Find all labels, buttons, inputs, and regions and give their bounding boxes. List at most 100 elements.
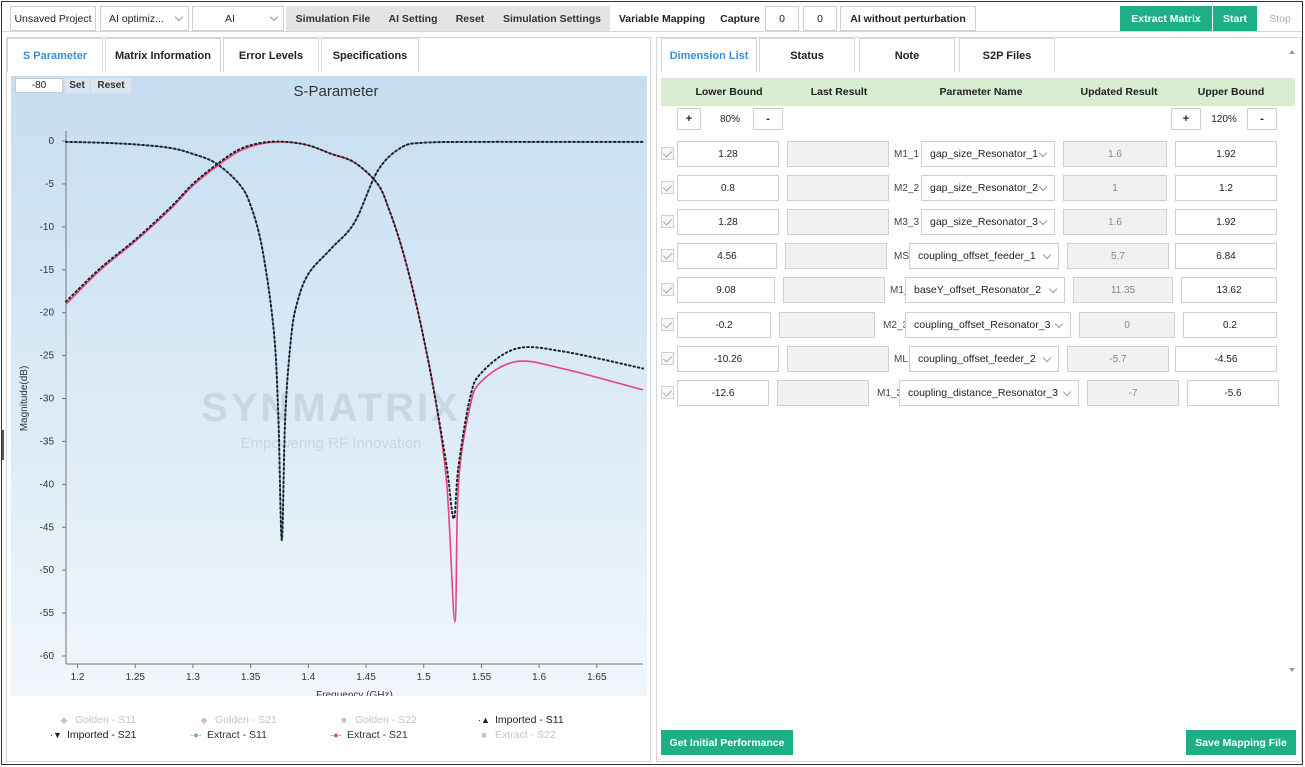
row-checkbox[interactable] xyxy=(661,352,674,365)
parameter-name-value: baseY_offset_Resonator_2 xyxy=(914,284,1042,296)
parameter-name-select[interactable]: gap_size_Resonator_1 xyxy=(921,141,1055,167)
variable-mapping-button[interactable]: Variable Mapping xyxy=(612,6,712,31)
parameter-name-select[interactable]: coupling_distance_Resonator_3 xyxy=(899,380,1079,406)
table-row: 1.28 M3_3 gap_size_Resonator_3 1.6 1.92 xyxy=(657,209,1297,235)
capture-input-a[interactable]: 0 xyxy=(765,6,799,31)
upper-increase-button[interactable]: + xyxy=(1171,108,1201,130)
legend-label: Golden - S21 xyxy=(215,714,277,726)
table-header: Lower Bound Last Result Parameter Name U… xyxy=(661,78,1295,106)
upper-bound-input[interactable]: 1.92 xyxy=(1175,209,1277,235)
engine-select-value: AI xyxy=(225,12,235,25)
row-checkbox[interactable] xyxy=(661,249,674,262)
y-tick-label: -50 xyxy=(40,565,55,576)
lower-bound-input[interactable]: 1.28 xyxy=(677,141,779,167)
splitter-handle[interactable] xyxy=(2,430,4,460)
upper-bound-input[interactable]: 1.92 xyxy=(1175,141,1277,167)
upper-decrease-button[interactable]: - xyxy=(1247,108,1277,130)
reset-button[interactable]: Reset xyxy=(446,6,494,31)
simulation-settings-button[interactable]: Simulation Settings xyxy=(494,6,610,31)
lower-increase-button[interactable]: + xyxy=(677,108,701,130)
parameter-id: M1_2 xyxy=(890,285,916,296)
upper-bound-input[interactable]: 13.62 xyxy=(1181,277,1277,303)
row-checkbox[interactable] xyxy=(661,386,674,399)
tab-s2p-files[interactable]: S2P Files xyxy=(959,38,1055,72)
lower-bound-input[interactable]: -10.26 xyxy=(677,346,779,372)
ai-setting-button[interactable]: AI Setting xyxy=(380,6,446,31)
lower-bound-input[interactable]: 4.56 xyxy=(677,243,777,269)
upper-bound-input[interactable]: -4.56 xyxy=(1175,346,1277,372)
threshold-input[interactable]: -80 xyxy=(15,78,63,93)
lower-bound-input[interactable]: 1.28 xyxy=(677,209,779,235)
capture-input-b[interactable]: 0 xyxy=(803,6,837,31)
lower-bound-input[interactable]: 0.8 xyxy=(677,175,779,201)
parameter-id: M2_3 xyxy=(883,320,909,331)
get-initial-performance-button[interactable]: Get Initial Performance xyxy=(661,730,793,755)
tab-specifications[interactable]: Specifications xyxy=(321,38,419,72)
legend-extract-s22[interactable]: ■ Extract - S22 xyxy=(477,729,556,741)
x-tick-label: 1.5 xyxy=(417,672,431,683)
lower-bound-input[interactable]: -12.6 xyxy=(677,380,769,406)
tab-status[interactable]: Status xyxy=(759,38,855,72)
tab-dimension-list[interactable]: Dimension List xyxy=(661,38,757,72)
extract-matrix-button[interactable]: Extract Matrix xyxy=(1120,6,1212,31)
row-checkbox[interactable] xyxy=(661,215,674,228)
table-row: 4.56 MS coupling_offset_feeder_1 5.7 6.84 xyxy=(657,243,1297,269)
table-row: -0.2 M2_3 coupling_offset_Resonator_3 0 0.2 xyxy=(657,312,1297,338)
watermark-tagline: Empowering RF Innovation xyxy=(241,435,422,452)
ai-perturbation-toggle[interactable]: AI without perturbation xyxy=(840,6,976,31)
start-button[interactable]: Start xyxy=(1213,6,1257,31)
parameter-name-select[interactable]: coupling_offset_feeder_1 xyxy=(909,243,1059,269)
table-row: -10.26 ML coupling_offset_feeder_2 -5.7 -4.5… xyxy=(657,346,1297,372)
mode-select[interactable]: AI optimiz... xyxy=(100,6,189,31)
table-row: 0.8 M2_2 gap_size_Resonator_2 1 1.2 xyxy=(657,175,1297,201)
set-button[interactable]: Set xyxy=(65,78,89,93)
legend-golden-s11[interactable]: ◆ Golden - S11 xyxy=(57,714,137,726)
y-tick-label: 0 xyxy=(48,136,54,147)
legend-imported-s21[interactable]: ·▼ Imported - S21 xyxy=(49,729,136,741)
y-tick-label: -10 xyxy=(40,222,55,233)
stop-button[interactable]: Stop xyxy=(1258,6,1302,31)
plot-reset-button[interactable]: Reset xyxy=(91,78,131,93)
series-line-extract-s21 xyxy=(65,141,644,623)
x-tick-label: 1.4 xyxy=(301,672,315,683)
scroll-down-icon[interactable] xyxy=(1289,668,1295,672)
legend-extract-s11[interactable]: -●- Extract - S11 xyxy=(189,729,267,741)
scroll-up-icon[interactable] xyxy=(1289,50,1295,54)
upper-bound-input[interactable]: -5.6 xyxy=(1187,380,1279,406)
legend-label: Imported - S11 xyxy=(495,714,564,726)
row-checkbox[interactable] xyxy=(661,318,674,331)
legend-label: Extract - S22 xyxy=(495,729,556,741)
row-checkbox[interactable] xyxy=(661,283,674,296)
x-tick-label: 1.6 xyxy=(532,672,546,683)
parameter-name-select[interactable]: gap_size_Resonator_2 xyxy=(921,175,1055,201)
simulation-file-button[interactable]: Simulation File xyxy=(286,6,380,31)
upper-bound-input[interactable]: 0.2 xyxy=(1183,312,1277,338)
row-checkbox[interactable] xyxy=(661,147,674,160)
tab-matrix-information[interactable]: Matrix Information xyxy=(105,38,221,72)
parameter-name-select[interactable]: coupling_offset_feeder_2 xyxy=(909,346,1059,372)
parameter-name-select[interactable]: coupling_offset_Resonator_3 xyxy=(905,312,1071,338)
updated-result-field: 1.6 xyxy=(1063,141,1167,167)
upper-bound-input[interactable]: 6.84 xyxy=(1175,243,1277,269)
parameter-name-value: coupling_offset_feeder_1 xyxy=(918,250,1036,262)
upper-bound-input[interactable]: 1.2 xyxy=(1175,175,1277,201)
parameter-name-select[interactable]: gap_size_Resonator_3 xyxy=(921,209,1055,235)
row-checkbox[interactable] xyxy=(661,181,674,194)
save-mapping-file-button[interactable]: Save Mapping File xyxy=(1186,730,1296,755)
tab-s-parameter[interactable]: S Parameter xyxy=(7,38,103,72)
last-result-field xyxy=(777,380,869,406)
legend-golden-s22[interactable]: ■ Golden - S22 xyxy=(337,714,417,726)
legend-imported-s11[interactable]: ·▲ Imported - S11 xyxy=(477,714,564,726)
s-parameter-panel: S Parameter Matrix Information Error Lev… xyxy=(6,37,651,762)
project-name[interactable]: Unsaved Project xyxy=(10,6,96,31)
parameter-name-select[interactable]: baseY_offset_Resonator_2 xyxy=(905,277,1065,303)
legend-golden-s21[interactable]: ◆ Golden - S21 xyxy=(197,714,277,726)
tab-error-levels[interactable]: Error Levels xyxy=(223,38,319,72)
legend-extract-s21[interactable]: -●- Extract - S21 xyxy=(329,729,407,741)
lower-bound-input[interactable]: -0.2 xyxy=(677,312,771,338)
lower-decrease-button[interactable]: - xyxy=(753,108,783,130)
lower-bound-input[interactable]: 9.08 xyxy=(677,277,775,303)
engine-select[interactable]: AI xyxy=(192,6,284,31)
legend-label: Golden - S11 xyxy=(75,714,137,726)
tab-note[interactable]: Note xyxy=(859,38,955,72)
